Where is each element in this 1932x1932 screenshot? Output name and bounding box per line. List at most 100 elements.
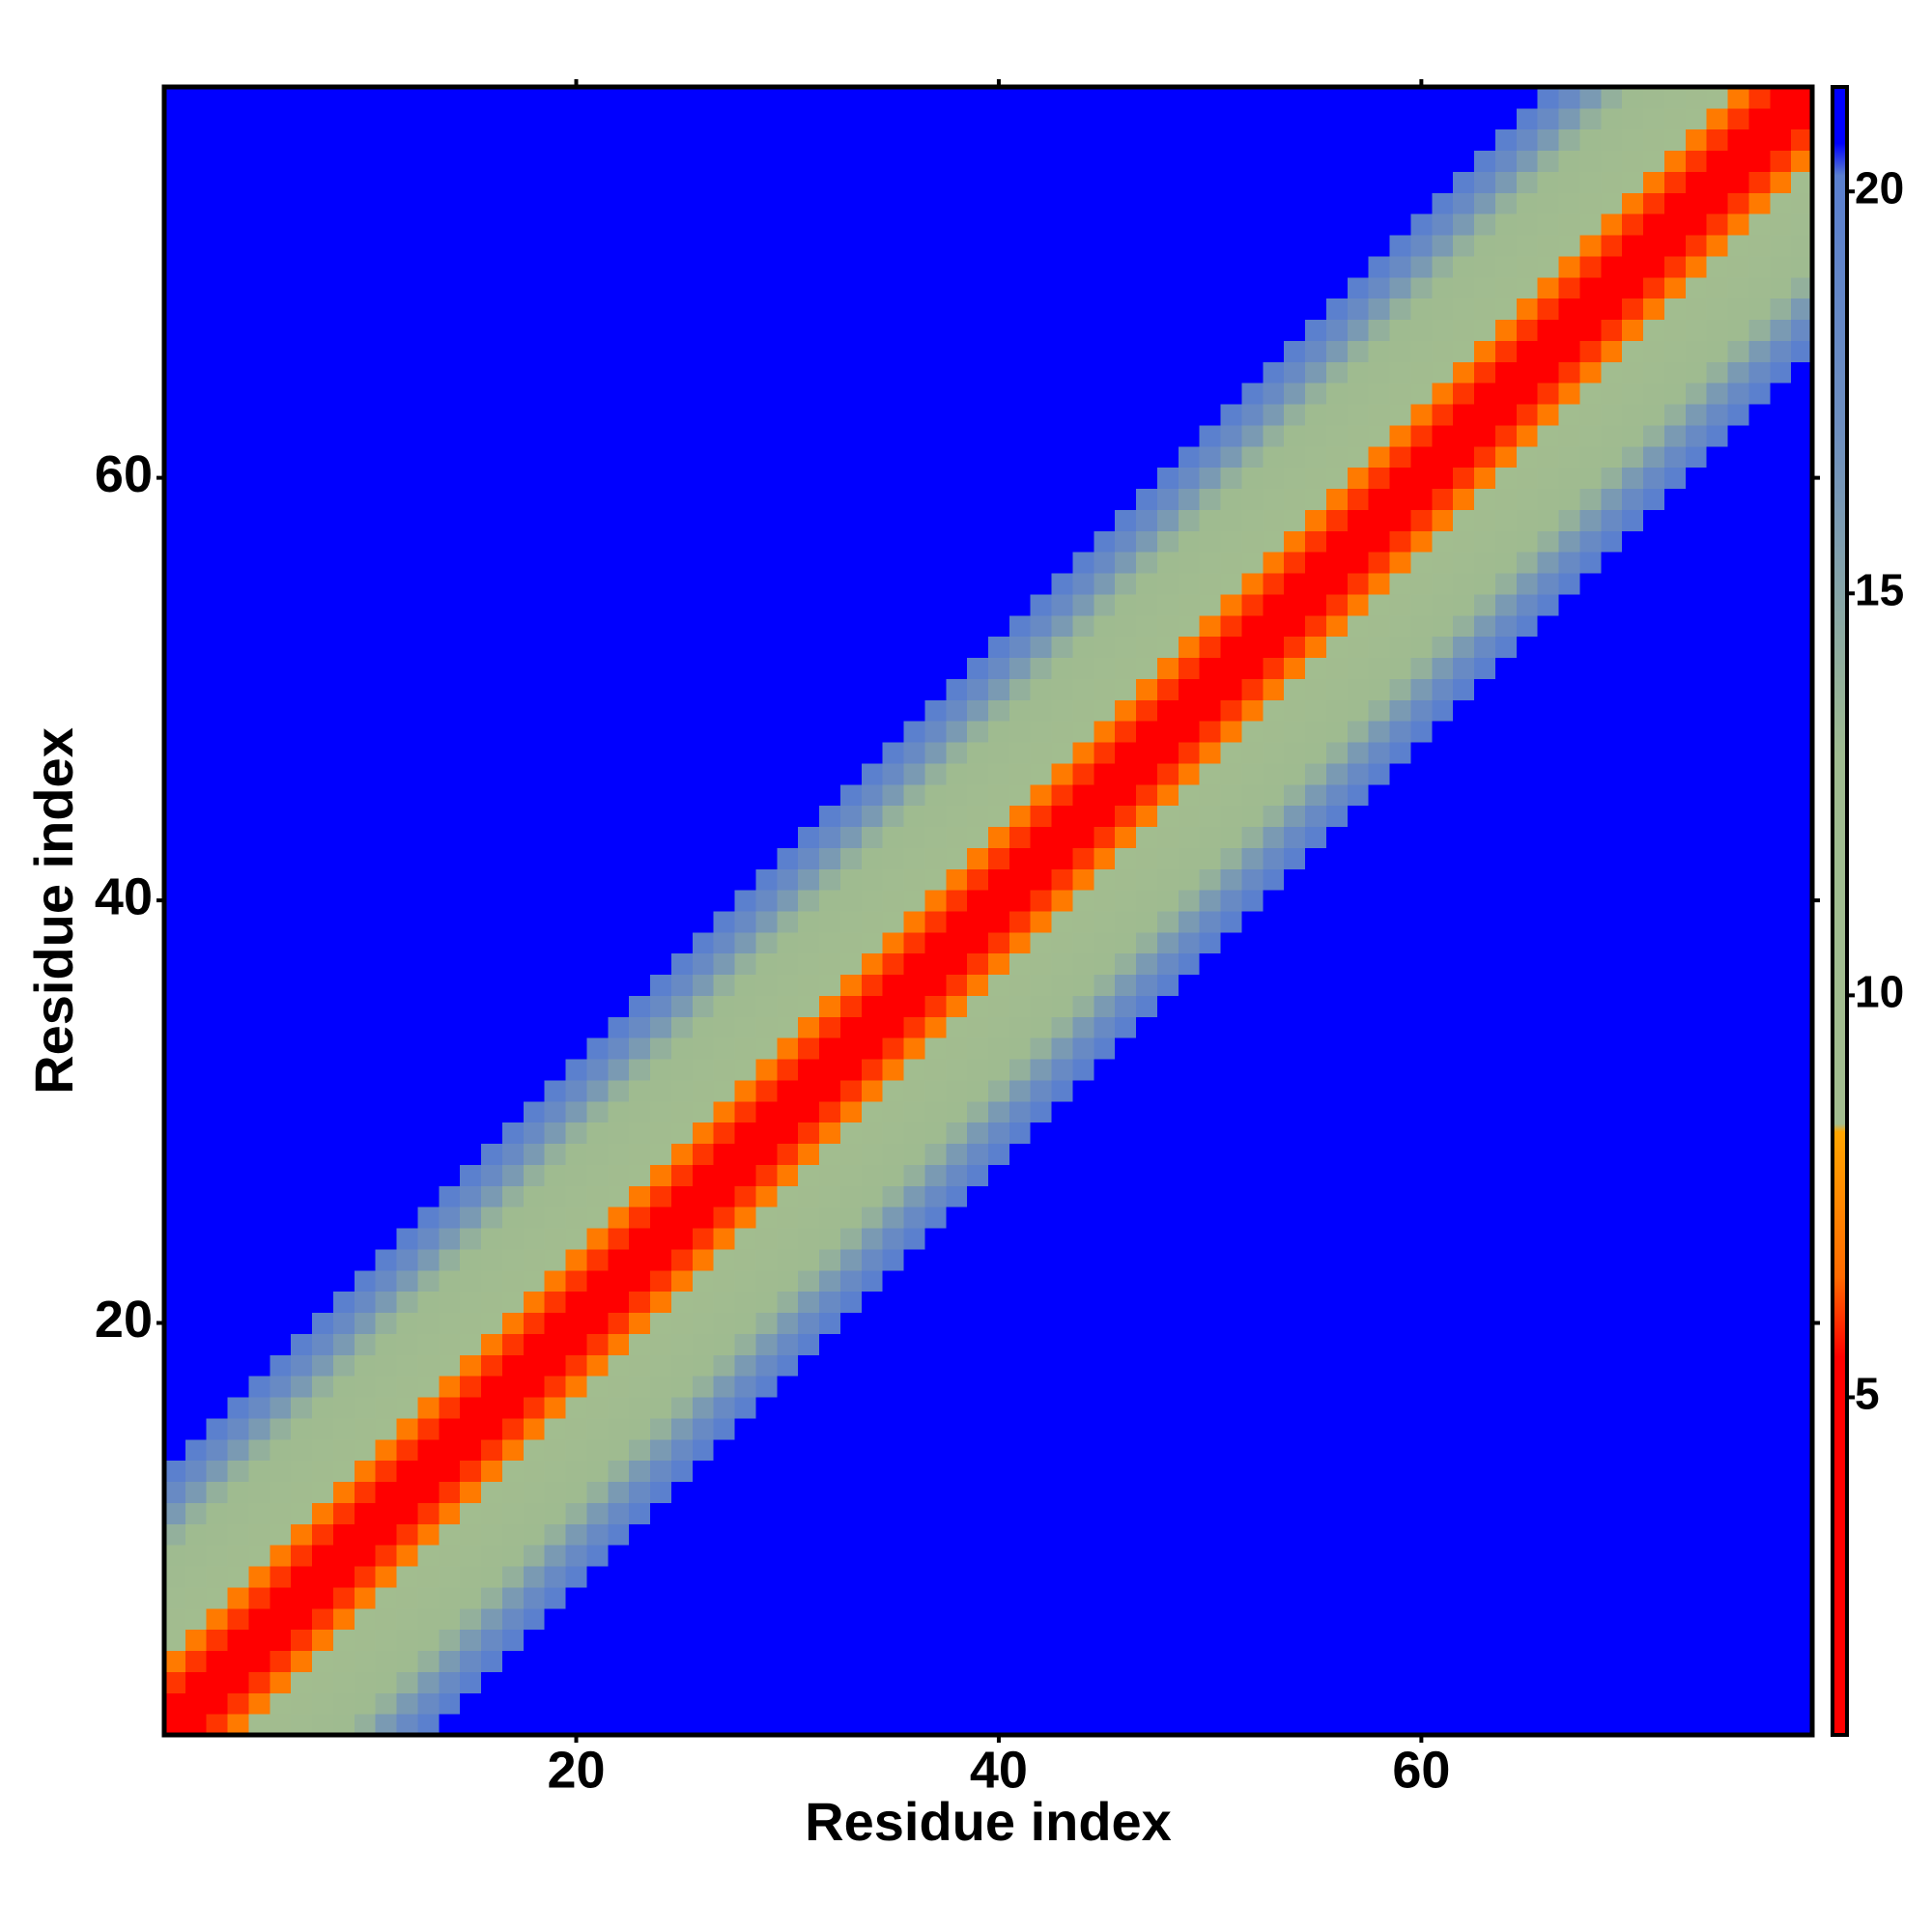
heatmap-cell	[1009, 1248, 1032, 1271]
heatmap-cell	[501, 383, 525, 405]
heatmap-cell	[227, 488, 249, 510]
heatmap-cell	[1325, 995, 1349, 1017]
heatmap-cell	[629, 1376, 651, 1398]
heatmap-cell	[924, 1228, 947, 1250]
heatmap-cell	[565, 445, 587, 469]
heatmap-cell	[501, 1586, 525, 1609]
heatmap-cell	[1791, 1692, 1813, 1715]
heatmap-cell	[332, 1143, 355, 1165]
heatmap-cell	[629, 1397, 651, 1419]
heatmap-cell	[798, 467, 820, 490]
heatmap-cell	[1643, 1269, 1665, 1293]
heatmap-cell	[1791, 783, 1813, 807]
heatmap-cell	[375, 1312, 398, 1334]
heatmap-cell	[1368, 573, 1391, 595]
heatmap-cell	[819, 847, 841, 869]
heatmap-cell	[967, 404, 989, 426]
heatmap-cell	[1791, 1629, 1813, 1652]
heatmap-cell	[1622, 1523, 1644, 1546]
heatmap-cell	[882, 1397, 905, 1419]
heatmap-cell	[1791, 1523, 1813, 1546]
heatmap-cell	[1325, 404, 1349, 426]
heatmap-cell	[375, 424, 398, 447]
heatmap-cell	[1579, 424, 1602, 447]
heatmap-cell	[1706, 1248, 1729, 1271]
heatmap-cell	[565, 1122, 587, 1145]
heatmap-cell	[1009, 1016, 1032, 1038]
heatmap-cell	[1072, 868, 1094, 891]
heatmap-cell	[1685, 1037, 1708, 1060]
heatmap-cell	[544, 1586, 567, 1609]
heatmap-cell	[988, 1397, 1010, 1419]
heatmap-cell	[417, 1502, 440, 1524]
heatmap-cell	[1115, 911, 1137, 933]
heatmap-cell	[270, 657, 292, 679]
heatmap-cell	[312, 1586, 334, 1609]
heatmap-cell	[439, 1481, 461, 1503]
heatmap-cell	[354, 783, 377, 807]
heatmap-cell	[1199, 1481, 1222, 1503]
heatmap-cell	[439, 1207, 461, 1229]
heatmap-cell	[1136, 1438, 1158, 1462]
heatmap-cell	[586, 636, 609, 659]
heatmap-cell	[882, 762, 905, 785]
heatmap-cell	[1494, 1714, 1518, 1736]
heatmap-cell	[988, 847, 1010, 869]
heatmap-cell	[332, 530, 355, 553]
heatmap-cell	[924, 1059, 947, 1081]
heatmap-cell	[946, 1333, 968, 1355]
heatmap-cell	[1389, 383, 1411, 405]
heatmap-cell	[734, 1207, 756, 1229]
heatmap-cell	[1156, 1502, 1179, 1524]
heatmap-cell	[1537, 1607, 1560, 1631]
heatmap-cell	[903, 445, 925, 469]
heatmap-cell	[1579, 1629, 1602, 1652]
heatmap-cell	[1220, 995, 1242, 1017]
heatmap-cell	[650, 593, 672, 616]
heatmap-cell	[755, 1312, 778, 1334]
heatmap-cell	[670, 1629, 694, 1652]
heatmap-cell	[1136, 488, 1158, 510]
heatmap-cell	[1368, 404, 1391, 426]
heatmap-cell	[1410, 1312, 1433, 1334]
heatmap-cell	[164, 1354, 186, 1377]
heatmap-cell	[1685, 573, 1708, 595]
heatmap-cell	[1537, 1650, 1560, 1672]
heatmap-cell	[1051, 783, 1073, 807]
heatmap-cell	[1178, 1037, 1201, 1060]
heatmap-cell	[1178, 783, 1201, 807]
heatmap-cell	[206, 1650, 229, 1672]
heatmap-cell	[291, 826, 313, 848]
heatmap-cell	[608, 1607, 630, 1631]
heatmap-cell	[670, 1481, 694, 1503]
heatmap-cell	[375, 404, 398, 426]
heatmap-cell	[755, 742, 778, 764]
heatmap-cell	[1009, 911, 1032, 933]
heatmap-cell	[291, 1143, 313, 1165]
heatmap-cell	[1494, 424, 1518, 447]
heatmap-cell	[903, 1354, 925, 1377]
heatmap-cell	[1136, 1607, 1158, 1631]
heatmap-cell	[1136, 1164, 1158, 1186]
heatmap-cell	[861, 445, 884, 469]
heatmap-cell	[1094, 1523, 1116, 1546]
heatmap-cell	[903, 1164, 925, 1186]
heatmap-cell	[1178, 509, 1201, 531]
heatmap-cell	[882, 1185, 905, 1208]
heatmap-cell	[1368, 1692, 1391, 1715]
heatmap-cell	[544, 1207, 567, 1229]
heatmap-cell	[332, 1586, 355, 1609]
heatmap-cell	[1305, 1312, 1327, 1334]
heatmap-cell	[1410, 868, 1433, 891]
heatmap-cell	[375, 1079, 398, 1102]
heatmap-cell	[1389, 826, 1411, 848]
heatmap-cell	[777, 467, 799, 490]
heatmap-cell	[523, 1037, 546, 1060]
heatmap-cell	[544, 593, 567, 616]
heatmap-cell	[1453, 1523, 1475, 1546]
heatmap-cell	[1601, 1291, 1623, 1314]
heatmap-cell	[713, 1228, 736, 1250]
heatmap-cell	[650, 890, 672, 912]
heatmap-cell	[650, 931, 672, 954]
heatmap-cell	[1220, 1397, 1242, 1419]
